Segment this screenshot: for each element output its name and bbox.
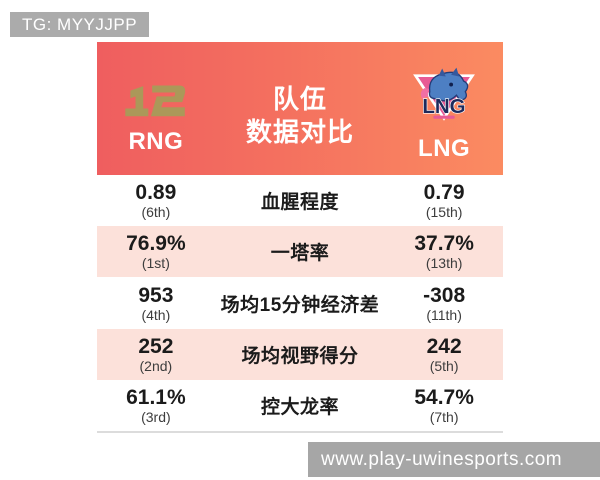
metric-label: 一塔率 xyxy=(270,243,330,265)
metric-label: 场均15分钟经济差 xyxy=(220,294,380,316)
svg-text:LNG: LNG xyxy=(423,95,466,118)
rng-stat: 61.1% (3rd) xyxy=(97,386,215,425)
lng-stat-value: 37.7% xyxy=(414,232,474,256)
stat-row-baron-control: 61.1% (3rd) 控大龙率 54.7% (7th) xyxy=(97,379,503,432)
metric-label: 控大龙率 xyxy=(260,396,339,418)
metric-label: 场均视野得分 xyxy=(241,345,359,367)
stat-row-bloodiness: 0.89 (6th) 血腥程度 0.79 (15th) xyxy=(97,175,503,227)
lng-stat: -308 (11th) xyxy=(385,284,503,323)
rng-stat-rank: (2nd) xyxy=(139,357,173,374)
team-right: LNG LNG xyxy=(385,55,503,163)
lng-stat-rank: (7th) xyxy=(429,408,459,425)
rng-stat-rank: (1st) xyxy=(141,255,170,272)
lng-stat-rank: (15th) xyxy=(425,204,463,221)
rng-logo-icon xyxy=(124,72,188,122)
lng-stat: 37.7% (13th) xyxy=(385,232,503,271)
lng-stat-rank: (11th) xyxy=(426,306,462,323)
rng-stat-value: 61.1% xyxy=(126,385,186,409)
rng-stat-value: 953 xyxy=(138,283,174,307)
team-left-name: RNG xyxy=(128,127,184,155)
lng-logo-icon: LNG xyxy=(412,65,476,129)
rng-stat-rank: (4th) xyxy=(141,306,171,323)
lng-stat: 54.7% (7th) xyxy=(385,386,503,425)
rng-stat: 76.9% (1st) xyxy=(97,232,215,271)
rng-stat-value: 0.89 xyxy=(135,181,177,205)
stat-rows: 0.89 (6th) 血腥程度 0.79 (15th) 76.9% (1st) … xyxy=(97,175,503,432)
card-title-line2: 数据对比 xyxy=(245,116,354,147)
rng-stat-value: 76.9% xyxy=(126,232,186,256)
rng-stat: 0.89 (6th) xyxy=(97,181,215,220)
lng-stat-value: 0.79 xyxy=(423,181,465,205)
rng-stat-rank: (3rd) xyxy=(141,408,171,425)
stat-row-gold-diff-15: 953 (4th) 场均15分钟经济差 -308 (11th) xyxy=(97,277,503,329)
rng-stat: 953 (4th) xyxy=(97,284,215,323)
card-title-line1: 队伍 xyxy=(272,83,327,114)
card-title: 队伍 数据对比 xyxy=(215,69,386,149)
rng-stat: 252 (2nd) xyxy=(97,335,215,374)
watermark-url: www.play-uwinesports.com xyxy=(308,442,600,477)
tg-banner: TG: MYYJJPP xyxy=(10,12,150,37)
rng-stat-rank: (6th) xyxy=(141,204,171,221)
team-left: RNG xyxy=(97,62,215,156)
metric-label: 血腥程度 xyxy=(260,192,339,214)
lng-stat-value: 242 xyxy=(426,334,462,358)
lng-stat-value: 54.7% xyxy=(414,385,474,409)
lng-stat: 0.79 (15th) xyxy=(385,181,503,220)
lng-stat-value: -308 xyxy=(423,283,466,307)
lng-stat-rank: (5th) xyxy=(429,357,459,374)
watermark-text: www.play-uwinesports.com xyxy=(321,449,563,470)
rng-stat-value: 252 xyxy=(138,334,174,358)
stat-row-first-tower: 76.9% (1st) 一塔率 37.7% (13th) xyxy=(97,226,503,278)
lng-stat-rank: (13th) xyxy=(425,255,463,272)
card-header: RNG 队伍 数据对比 LNG xyxy=(97,42,503,175)
tg-banner-text: TG: MYYJJPP xyxy=(22,15,138,34)
team-comparison-card: RNG 队伍 数据对比 LNG xyxy=(97,42,503,433)
team-right-name: LNG xyxy=(418,134,471,162)
lng-stat: 242 (5th) xyxy=(385,335,503,374)
stat-row-vision-score: 252 (2nd) 场均视野得分 242 (5th) xyxy=(97,328,503,380)
